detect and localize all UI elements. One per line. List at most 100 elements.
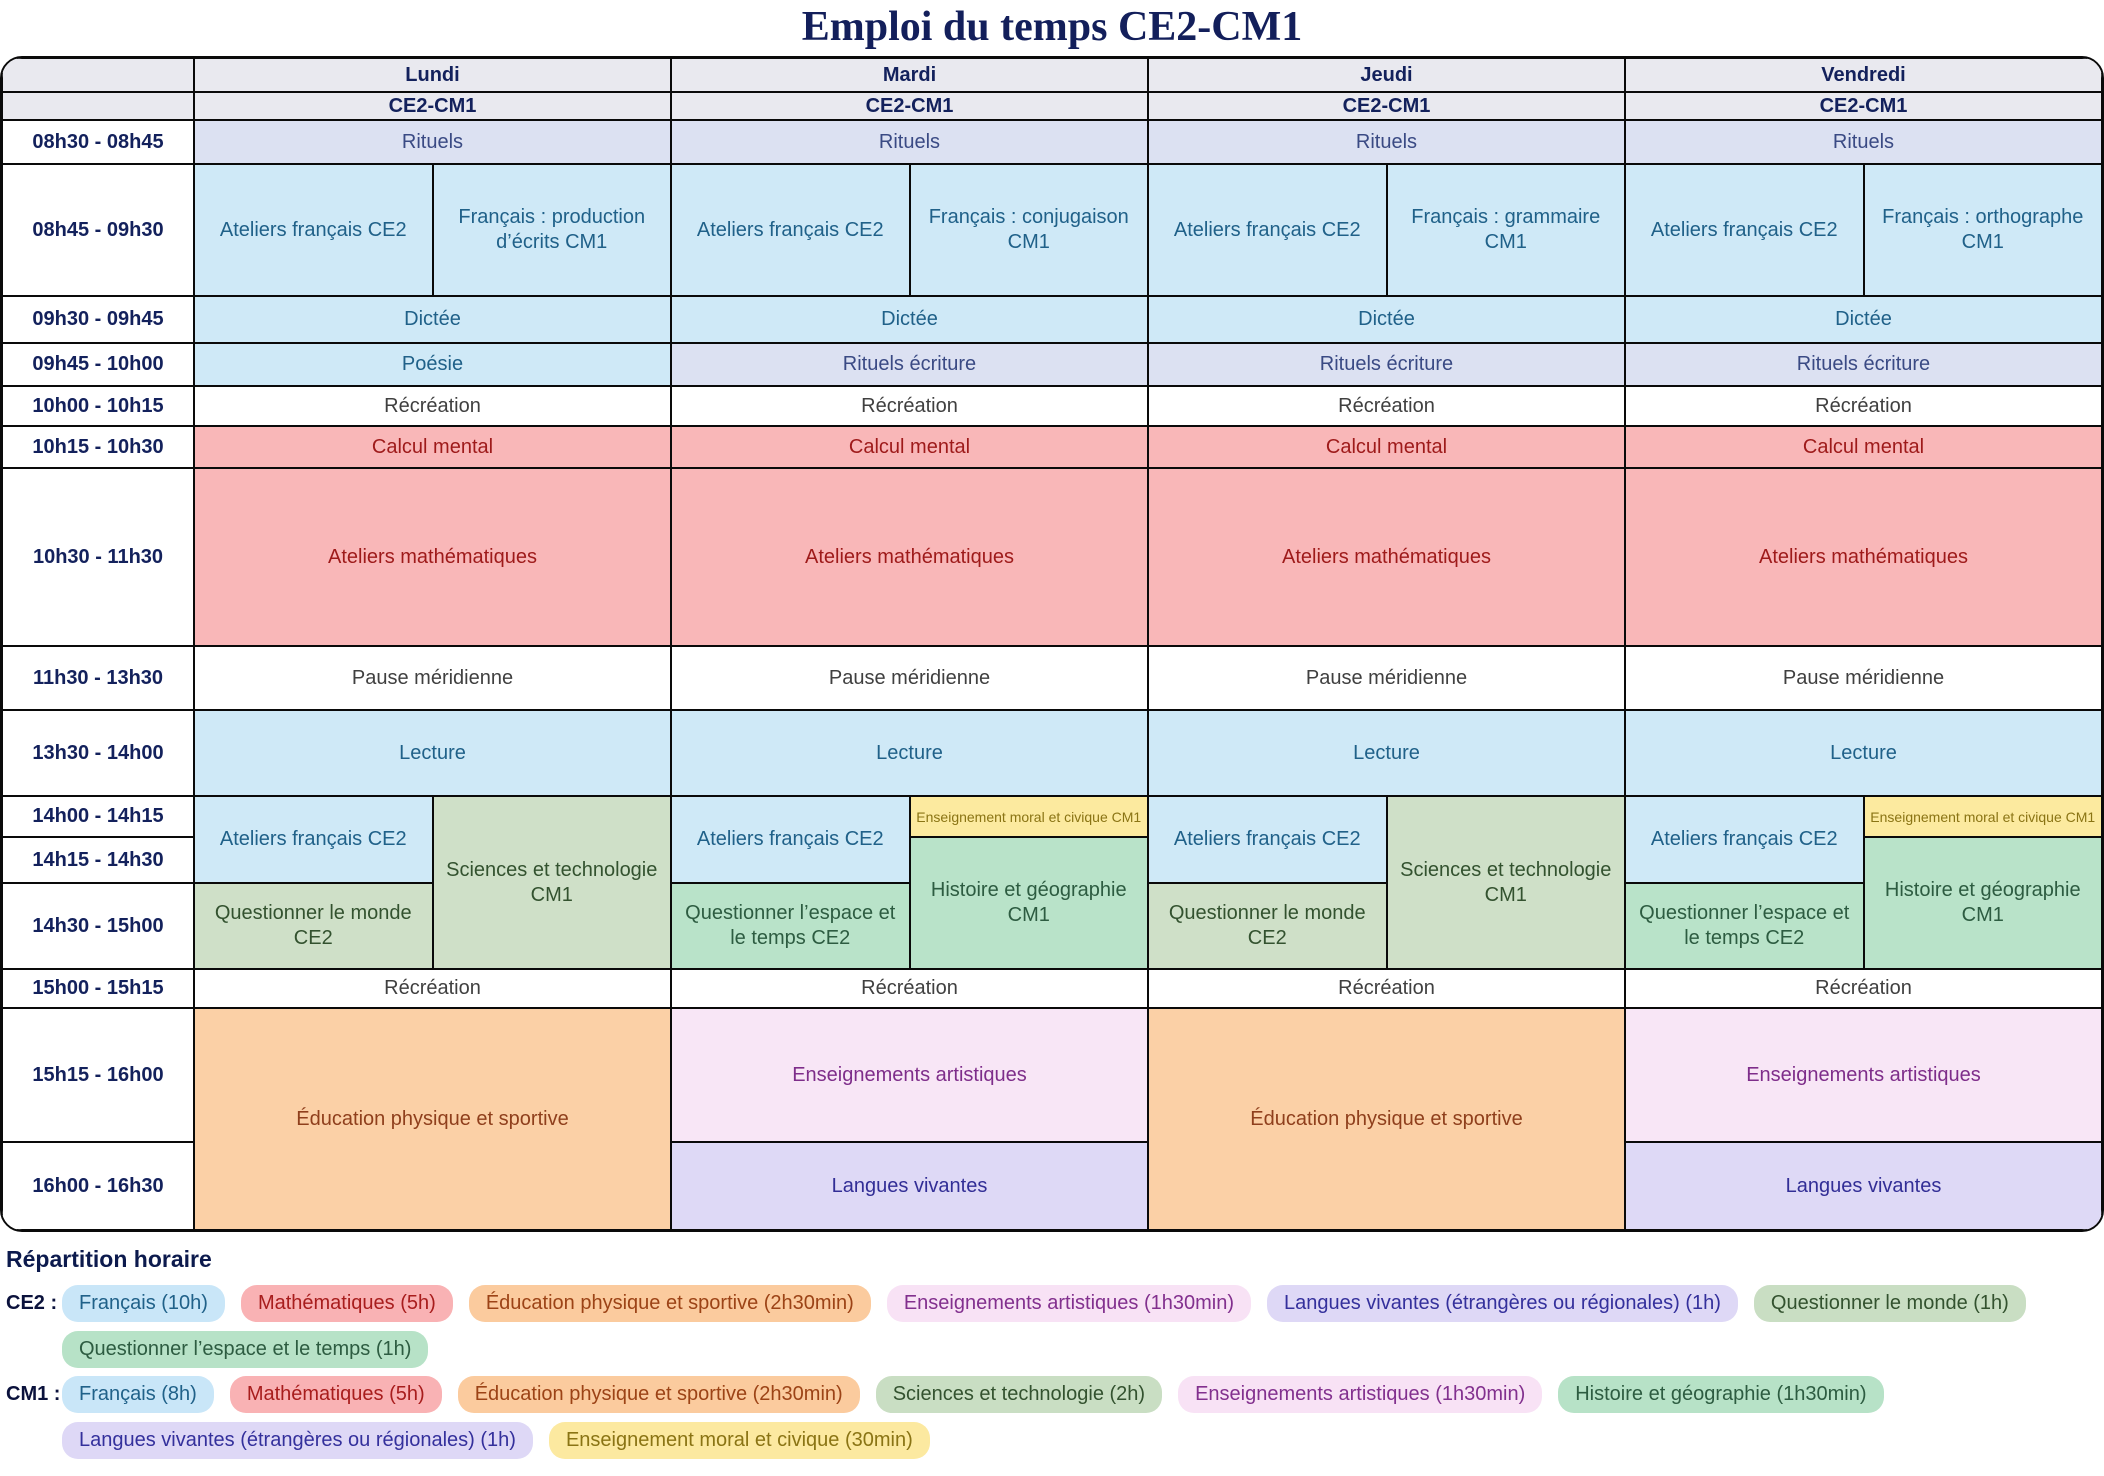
- cell-lundi-questionner-monde-ce2: Questionner le monde CE2: [194, 883, 433, 970]
- cell-jeudi-francais-cm1-matin: Français : grammaire CM1: [1386, 164, 1625, 297]
- time-1400-1415: 14h00 - 14h15: [2, 796, 194, 838]
- pill-ce2-eps: Éducation physique et sportive (2h30min): [468, 1285, 871, 1323]
- pill-cm1-arts: Enseignements artistiques (1h30min): [1178, 1376, 1543, 1414]
- cell-vendredi-pause: Pause méridienne: [1625, 646, 2102, 711]
- cell-jeudi-lecture: Lecture: [1148, 710, 1625, 797]
- time-1500-1515: 15h00 - 15h15: [2, 969, 194, 1009]
- pill-ce2-langues: Langues vivantes (étrangères ou régional…: [1266, 1285, 1738, 1323]
- cell-jeudi-sciences-technologie-cm1: Sciences et technologie CM1: [1386, 796, 1625, 970]
- cell-lundi-rituels: Rituels: [194, 120, 671, 165]
- time-1415-1430: 14h15 - 14h30: [2, 837, 194, 884]
- cell-lundi-recreation-matin: Récréation: [194, 386, 671, 427]
- cell-jeudi-questionner-monde-ce2: Questionner le monde CE2: [1148, 883, 1387, 970]
- cell-vendredi-francais-cm1-matin: Français : orthographe CM1: [1863, 164, 2102, 297]
- cell-mardi-ateliers-francais-ce2-matin: Ateliers français CE2: [671, 164, 910, 297]
- legend-heading: Répartition horaire: [6, 1246, 212, 1273]
- time-1600-1630: 16h00 - 16h30: [2, 1142, 194, 1231]
- timetable-grid: Lundi Mardi Jeudi Vendredi CE2-CM1 CE2-C…: [0, 56, 2104, 1233]
- legend-ce2-label: CE2 :: [6, 1292, 58, 1315]
- time-1130-1330: 11h30 - 13h30: [2, 646, 194, 711]
- legend-cm1-row: CM1 : Français (8h) Mathématiques (5h) É…: [6, 1376, 2096, 1460]
- time-1000-1015: 10h00 - 10h15: [2, 386, 194, 427]
- group-header-jeudi: CE2-CM1: [1148, 92, 1625, 121]
- time-0945-1000: 09h45 - 10h00: [2, 343, 194, 387]
- cell-lundi-ateliers-francais-ce2-aprem: Ateliers français CE2: [194, 796, 433, 884]
- cell-jeudi-rituels: Rituels: [1148, 120, 1625, 165]
- cell-jeudi-ateliers-math: Ateliers mathématiques: [1148, 468, 1625, 647]
- day-header-vendredi: Vendredi: [1625, 58, 2102, 93]
- pill-cm1-langues: Langues vivantes (étrangères ou régional…: [62, 1422, 533, 1460]
- pill-cm1-emc: Enseignement moral et civique (30min): [548, 1422, 930, 1460]
- cell-mardi-recreation-matin: Récréation: [671, 386, 1148, 427]
- cell-jeudi-ateliers-francais-ce2-matin: Ateliers français CE2: [1148, 164, 1387, 297]
- day-header-mardi: Mardi: [671, 58, 1148, 93]
- pill-ce2-questionner-monde: Questionner le monde (1h): [1753, 1285, 2026, 1323]
- pill-ce2-mathematiques: Mathématiques (5h): [240, 1285, 453, 1323]
- pill-cm1-eps: Éducation physique et sportive (2h30min): [457, 1376, 860, 1414]
- cell-mardi-langues: Langues vivantes: [671, 1142, 1148, 1231]
- cell-mardi-ateliers-math: Ateliers mathématiques: [671, 468, 1148, 647]
- time-1330-1400: 13h30 - 14h00: [2, 710, 194, 797]
- legend-ce2-row: CE2 : Français (10h) Mathématiques (5h) …: [6, 1285, 2096, 1369]
- cell-lundi-ateliers-math: Ateliers mathématiques: [194, 468, 671, 647]
- cell-vendredi-lecture: Lecture: [1625, 710, 2102, 797]
- time-1515-1600: 15h15 - 16h00: [2, 1008, 194, 1143]
- time-0930-0945: 09h30 - 09h45: [2, 296, 194, 344]
- cell-vendredi-arts: Enseignements artistiques: [1625, 1008, 2102, 1143]
- cell-jeudi-recreation-matin: Récréation: [1148, 386, 1625, 427]
- cell-mardi-lecture: Lecture: [671, 710, 1148, 797]
- cell-mardi-rituels-ecriture: Rituels écriture: [671, 343, 1148, 387]
- cell-vendredi-questionner-espace-ce2: Questionner l’espace et le temps CE2: [1625, 883, 1864, 970]
- group-header-vendredi: CE2-CM1: [1625, 92, 2102, 121]
- cell-vendredi-calcul-mental: Calcul mental: [1625, 426, 2102, 469]
- cell-jeudi-ateliers-francais-ce2-aprem: Ateliers français CE2: [1148, 796, 1387, 884]
- corner-cell-top: [2, 58, 194, 93]
- pill-cm1-histoire-geo: Histoire et géographie (1h30min): [1558, 1376, 1884, 1414]
- cell-jeudi-rituels-ecriture: Rituels écriture: [1148, 343, 1625, 387]
- cell-vendredi-rituels: Rituels: [1625, 120, 2102, 165]
- time-1430-1500: 14h30 - 15h00: [2, 883, 194, 970]
- cell-lundi-pause: Pause méridienne: [194, 646, 671, 711]
- cell-vendredi-dictee: Dictée: [1625, 296, 2102, 344]
- cell-vendredi-recreation-aprem: Récréation: [1625, 969, 2102, 1009]
- cell-vendredi-emc-cm1: Enseignement moral et civique CM1: [1863, 796, 2102, 838]
- legend: Répartition horaire CE2 : Français (10h)…: [0, 1232, 2104, 1460]
- cell-mardi-rituels: Rituels: [671, 120, 1148, 165]
- cell-vendredi-histoire-geo-cm1: Histoire et géographie CM1: [1863, 837, 2102, 970]
- cell-vendredi-recreation-matin: Récréation: [1625, 386, 2102, 427]
- cell-mardi-ateliers-francais-ce2-aprem: Ateliers français CE2: [671, 796, 910, 884]
- cell-mardi-emc-cm1: Enseignement moral et civique CM1: [909, 796, 1148, 838]
- cell-lundi-calcul-mental: Calcul mental: [194, 426, 671, 469]
- day-header-lundi: Lundi: [194, 58, 671, 93]
- day-header-jeudi: Jeudi: [1148, 58, 1625, 93]
- cell-lundi-sciences-technologie-cm1: Sciences et technologie CM1: [432, 796, 671, 970]
- pill-ce2-arts: Enseignements artistiques (1h30min): [886, 1285, 1251, 1323]
- cell-jeudi-recreation-aprem: Récréation: [1148, 969, 1625, 1009]
- cell-mardi-arts: Enseignements artistiques: [671, 1008, 1148, 1143]
- pill-cm1-mathematiques: Mathématiques (5h): [229, 1376, 442, 1414]
- cell-vendredi-ateliers-francais-ce2-matin: Ateliers français CE2: [1625, 164, 1864, 297]
- cell-jeudi-dictee: Dictée: [1148, 296, 1625, 344]
- page-title: Emploi du temps CE2-CM1: [801, 4, 1303, 50]
- cell-vendredi-rituels-ecriture: Rituels écriture: [1625, 343, 2102, 387]
- cell-mardi-recreation-aprem: Récréation: [671, 969, 1148, 1009]
- legend-cm1-label: CM1 :: [6, 1383, 61, 1406]
- cell-jeudi-eps: Éducation physique et sportive: [1148, 1008, 1625, 1231]
- pill-cm1-sciences: Sciences et technologie (2h): [875, 1376, 1163, 1414]
- cell-lundi-recreation-aprem: Récréation: [194, 969, 671, 1009]
- pill-ce2-questionner-espace: Questionner l’espace et le temps (1h): [62, 1331, 429, 1369]
- cell-mardi-calcul-mental: Calcul mental: [671, 426, 1148, 469]
- cell-lundi-poesie: Poésie: [194, 343, 671, 387]
- time-0830-0845: 08h30 - 08h45: [2, 120, 194, 165]
- group-header-mardi: CE2-CM1: [671, 92, 1148, 121]
- time-0845-0930: 08h45 - 09h30: [2, 164, 194, 297]
- pill-cm1-francais: Français (8h): [62, 1376, 214, 1414]
- time-1030-1130: 10h30 - 11h30: [2, 468, 194, 647]
- group-header-lundi: CE2-CM1: [194, 92, 671, 121]
- cell-lundi-francais-cm1-matin: Français : production d’écrits CM1: [432, 164, 671, 297]
- cell-lundi-ateliers-francais-ce2-matin: Ateliers français CE2: [194, 164, 433, 297]
- cell-jeudi-pause: Pause méridienne: [1148, 646, 1625, 711]
- cell-mardi-histoire-geo-cm1: Histoire et géographie CM1: [909, 837, 1148, 970]
- cell-lundi-eps: Éducation physique et sportive: [194, 1008, 671, 1231]
